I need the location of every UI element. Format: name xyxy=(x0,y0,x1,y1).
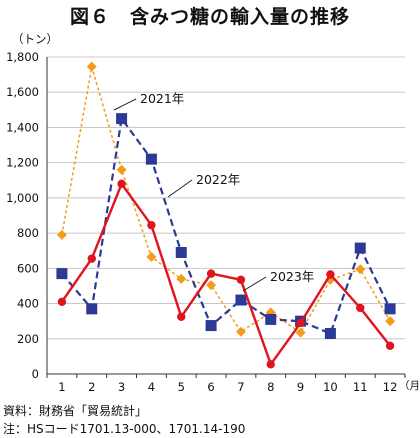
source-note: 資料：財務省「貿易統計」 xyxy=(3,404,148,418)
data-point xyxy=(384,303,396,315)
data-point xyxy=(86,303,98,315)
data-point xyxy=(326,270,335,279)
data-point xyxy=(206,280,217,291)
y-tick-label: 1,800 xyxy=(6,50,39,64)
x-tick-label: 12 xyxy=(383,380,398,394)
series-labels: 2021年 2022年 2023年 xyxy=(113,91,314,292)
y-tick-label: 600 xyxy=(17,261,39,275)
y-tick-labels: 0 200 400 600 800 1,000 1,200 1,400 1,600 1,800 xyxy=(6,50,39,381)
series-label: 2021年 xyxy=(140,91,184,106)
series-line xyxy=(61,65,391,334)
data-point xyxy=(87,254,96,263)
footnote: 注：HSコード1701.13-000、1701.14-190 xyxy=(3,422,246,436)
y-tick-label: 400 xyxy=(17,297,39,311)
y-axis-unit: （トン） xyxy=(12,32,58,46)
x-axis-unit: （月） xyxy=(399,380,420,392)
x-tick-label: 11 xyxy=(353,380,368,394)
data-point xyxy=(356,303,365,313)
data-point xyxy=(235,294,247,306)
data-point xyxy=(56,268,68,280)
data-point xyxy=(385,316,396,327)
y-tick-label: 800 xyxy=(17,226,39,240)
data-point xyxy=(56,229,67,240)
data-point xyxy=(177,312,186,321)
data-point xyxy=(295,327,306,338)
data-point xyxy=(116,113,128,125)
data-point xyxy=(116,164,127,175)
x-tick-label: 7 xyxy=(237,380,244,394)
series-label: 2023年 xyxy=(270,269,314,284)
data-point xyxy=(86,61,97,72)
label-leader-line xyxy=(113,98,137,111)
label-leader-line xyxy=(242,276,267,292)
y-tick-label: 200 xyxy=(17,332,39,346)
data-point xyxy=(355,264,366,275)
series-line xyxy=(60,182,392,366)
series-lines xyxy=(56,61,396,369)
x-tick-label: 9 xyxy=(297,380,304,394)
x-tick-label: 4 xyxy=(148,380,155,394)
data-point xyxy=(205,320,217,332)
data-point xyxy=(206,269,216,278)
data-point xyxy=(57,297,67,306)
chart-title: 図６ 含みつ糖の輸入量の推移 xyxy=(69,6,350,28)
data-point xyxy=(236,275,246,284)
x-tick-label: 10 xyxy=(323,380,338,394)
data-point xyxy=(146,251,157,262)
data-point xyxy=(175,246,187,258)
data-point xyxy=(354,242,366,254)
data-point xyxy=(265,313,277,325)
series-label: 2022年 xyxy=(196,172,240,187)
y-tick-label: 1,600 xyxy=(6,85,39,99)
x-tick-label: 2 xyxy=(88,380,95,394)
x-tick-label: 5 xyxy=(178,380,185,394)
x-tick-label: 3 xyxy=(118,380,125,394)
data-point xyxy=(385,341,395,351)
data-point xyxy=(145,153,157,165)
label-leader-line xyxy=(167,179,193,198)
x-tick-label: 8 xyxy=(267,380,274,394)
line-chart: 0 200 400 600 800 1,000 1,200 1,400 1,600 1,800 1… xyxy=(6,50,406,394)
data-point xyxy=(117,179,126,188)
data-point xyxy=(324,327,336,339)
y-tick-label: 0 xyxy=(32,367,39,381)
data-point xyxy=(147,220,156,230)
y-tick-label: 1,200 xyxy=(6,156,39,170)
grid-lines xyxy=(47,56,405,340)
axes xyxy=(46,57,406,378)
x-tick-label: 1 xyxy=(58,380,65,394)
x-tick-labels: 1 2 3 4 5 6 7 8 9 10 11 12 xyxy=(58,380,397,394)
series-line xyxy=(61,117,392,335)
y-tick-label: 1,400 xyxy=(6,120,39,134)
data-point xyxy=(296,318,305,328)
x-tick-label: 6 xyxy=(207,380,214,394)
y-tick-label: 1,000 xyxy=(6,191,39,205)
data-point xyxy=(176,273,187,284)
data-point xyxy=(235,326,246,337)
data-point xyxy=(266,360,275,369)
